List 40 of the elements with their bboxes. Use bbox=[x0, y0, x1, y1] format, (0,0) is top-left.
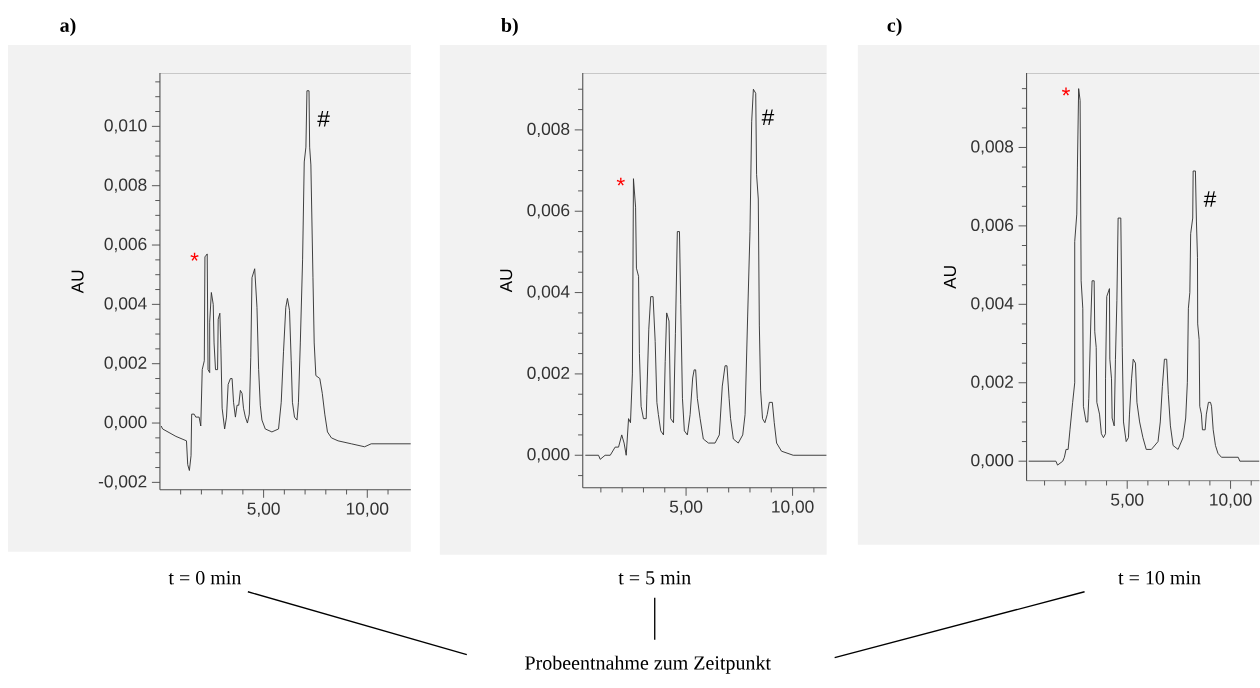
y-tick-label: 0,002 bbox=[527, 366, 570, 382]
y-tick-label: 0,000 bbox=[971, 454, 1014, 469]
y-tick-label: 0,002 bbox=[104, 356, 147, 371]
text: t = 10 min bbox=[1118, 571, 1201, 585]
x-tick-label: 5,00 bbox=[1111, 493, 1144, 508]
x-tick-label: 10,00 bbox=[346, 502, 389, 517]
chart-title: a) bbox=[60, 18, 76, 37]
y-tick-label: 0,004 bbox=[104, 297, 147, 312]
y-tick-label: -0,002 bbox=[98, 475, 147, 490]
chart-title: c) bbox=[887, 18, 902, 37]
y-axis-title: AU bbox=[943, 266, 957, 289]
text: t = 5 min bbox=[618, 571, 691, 585]
y-tick-label: 0,004 bbox=[527, 285, 570, 300]
y-tick-label: 0,006 bbox=[971, 218, 1014, 234]
annotation: # bbox=[1203, 191, 1217, 207]
y-tick-label: 0,000 bbox=[527, 448, 570, 463]
y-tick-label: 0,006 bbox=[527, 204, 570, 219]
annotation: # bbox=[317, 111, 330, 127]
y-tick-label: 0,010 bbox=[104, 119, 147, 134]
annotation: * bbox=[1061, 87, 1071, 96]
annotation: * bbox=[616, 177, 625, 186]
y-tick-label: 0,008 bbox=[104, 178, 147, 193]
y-tick-label: 0,002 bbox=[971, 375, 1013, 391]
y-tick-label: 0,008 bbox=[971, 140, 1014, 155]
annotation: # bbox=[761, 109, 775, 126]
x-tick-label: 5,00 bbox=[669, 500, 703, 515]
x-tick-label: 10,00 bbox=[772, 500, 814, 515]
y-tick-label: 0,008 bbox=[527, 122, 570, 138]
x-tick-label: 5,00 bbox=[247, 502, 280, 517]
y-axis-title: AU bbox=[71, 270, 84, 294]
text: t = 0 min bbox=[168, 571, 242, 585]
y-axis-title: AU bbox=[500, 269, 513, 293]
y-tick-label: 0,000 bbox=[104, 416, 147, 431]
x-tick-label: 10,00 bbox=[1210, 493, 1252, 508]
y-tick-label: 0,006 bbox=[104, 238, 147, 253]
y-tick-label: 0,004 bbox=[971, 297, 1014, 312]
text: Probeentnahme zum Zeitpunkt bbox=[525, 655, 771, 674]
line-series bbox=[160, 90, 411, 472]
chart-title: b) bbox=[501, 18, 518, 37]
annotation: * bbox=[190, 253, 199, 261]
